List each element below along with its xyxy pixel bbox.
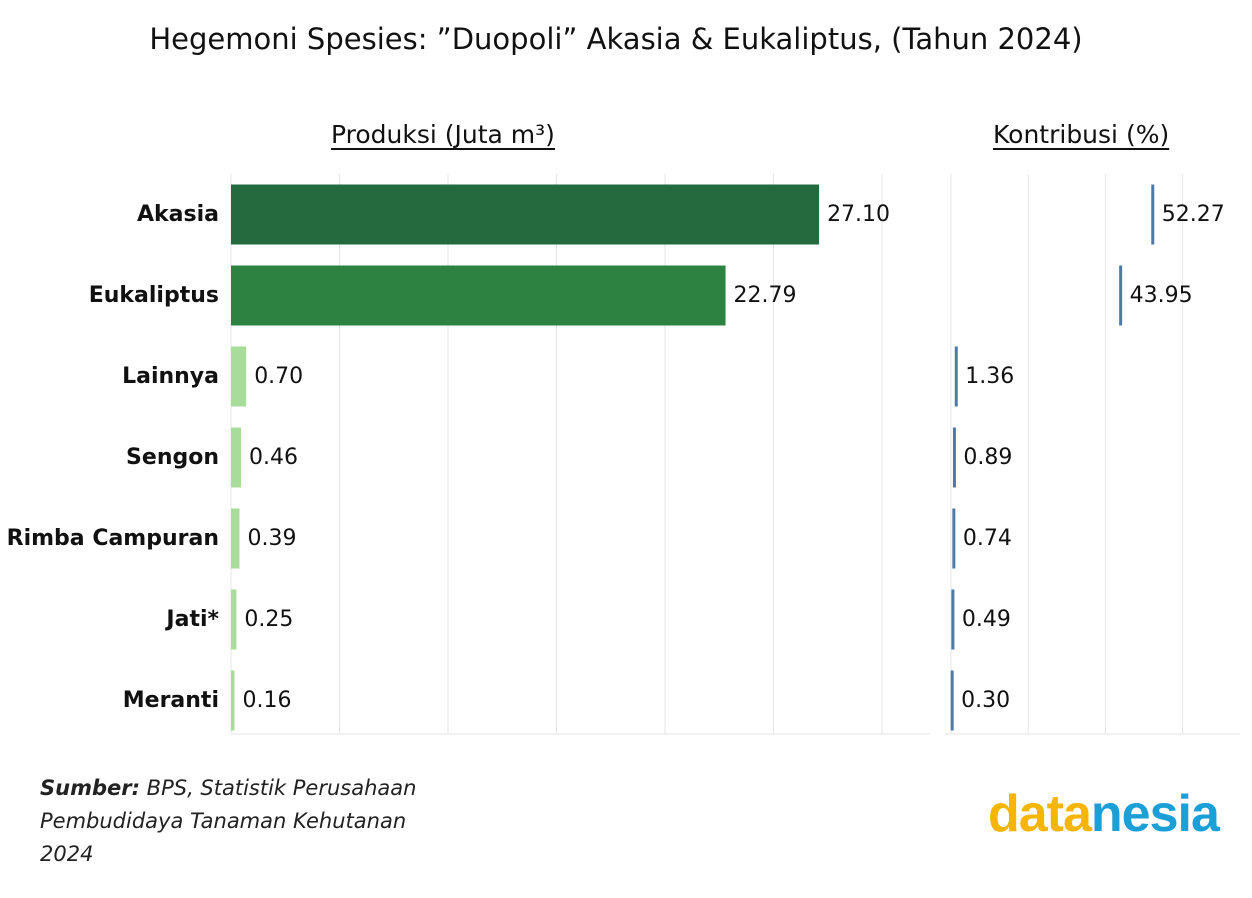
production-value-label-akasia: 27.10 bbox=[827, 202, 890, 227]
production-panel-title: Produksi (Juta m³) bbox=[331, 120, 555, 149]
production-value-label-rimba-campuran: 0.39 bbox=[247, 526, 296, 551]
category-label-rimba-campuran: Rimba Campuran bbox=[7, 526, 219, 551]
contribution-tick-sengon bbox=[952, 427, 956, 488]
source-label: Sumber: bbox=[40, 776, 140, 800]
category-label-sengon: Sengon bbox=[126, 445, 219, 470]
contribution-value-label-eukaliptus: 43.95 bbox=[1130, 283, 1193, 308]
production-value-label-jati: 0.25 bbox=[244, 607, 293, 632]
production-bar-eukaliptus bbox=[231, 265, 726, 326]
contribution-tick-eukaliptus bbox=[1119, 265, 1123, 326]
contribution-value-label-jati: 0.49 bbox=[962, 607, 1011, 632]
contribution-tick-rimba-campuran bbox=[952, 508, 956, 569]
category-label-lainnya: Lainnya bbox=[122, 364, 219, 389]
category-label-jati: Jati* bbox=[164, 607, 219, 632]
production-bar-meranti bbox=[231, 670, 235, 731]
logo-part-1: data bbox=[988, 785, 1092, 843]
contribution-value-label-sengon: 0.89 bbox=[963, 445, 1012, 470]
production-value-label-lainnya: 0.70 bbox=[254, 364, 303, 389]
source-text: BPS, Statistik Perusahaan Pembudidaya Ta… bbox=[40, 776, 417, 866]
production-bar-rimba-campuran bbox=[231, 508, 240, 569]
contribution-panel-title: Kontribusi (%) bbox=[993, 120, 1170, 149]
contribution-tick-akasia bbox=[1151, 184, 1155, 245]
category-label-eukaliptus: Eukaliptus bbox=[89, 283, 219, 308]
source-note: Sumber: BPS, Statistik Perusahaan Pembud… bbox=[40, 772, 460, 871]
contribution-value-label-lainnya: 1.36 bbox=[965, 364, 1014, 389]
production-bar-jati bbox=[231, 589, 237, 650]
contribution-value-label-meranti: 0.30 bbox=[961, 688, 1010, 713]
production-value-label-sengon: 0.46 bbox=[249, 445, 298, 470]
contribution-tick-lainnya bbox=[954, 346, 958, 407]
contribution-value-label-rimba-campuran: 0.74 bbox=[963, 526, 1012, 551]
production-bar-sengon bbox=[231, 427, 241, 488]
chart-title: Hegemoni Spesies: ”Duopoli” Akasia & Euk… bbox=[149, 22, 1083, 56]
production-bar-lainnya bbox=[231, 346, 247, 407]
category-label-meranti: Meranti bbox=[123, 688, 219, 713]
contribution-tick-meranti bbox=[950, 670, 954, 731]
production-bar-akasia bbox=[231, 184, 820, 245]
contribution-tick-jati bbox=[951, 589, 955, 650]
production-value-label-meranti: 0.16 bbox=[242, 688, 291, 713]
logo-part-2: nesia bbox=[1090, 785, 1220, 843]
category-label-akasia: Akasia bbox=[137, 202, 219, 227]
datanesia-logo: datanesia bbox=[988, 784, 1220, 844]
contribution-value-label-akasia: 52.27 bbox=[1162, 202, 1225, 227]
production-value-label-eukaliptus: 22.79 bbox=[734, 283, 797, 308]
